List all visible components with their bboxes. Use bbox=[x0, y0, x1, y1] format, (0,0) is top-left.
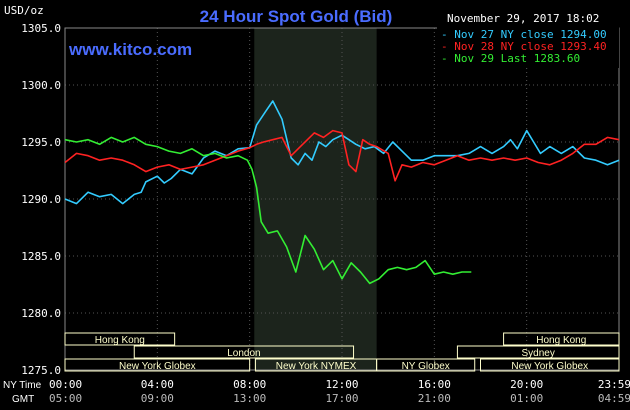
ny-time-label: NY Time bbox=[3, 380, 42, 391]
series-line bbox=[64, 129, 620, 182]
timestamp: November 29, 2017 18:02 bbox=[447, 12, 599, 25]
legend: - Nov 27 NY close 1294.00- Nov 28 NY clo… bbox=[437, 26, 619, 68]
legend-entry: - Nov 27 NY close 1294.00 bbox=[441, 28, 607, 41]
session-label: New York Globex bbox=[119, 361, 196, 372]
currency-label: USD/oz bbox=[4, 4, 44, 17]
gmt-label: GMT bbox=[12, 394, 34, 405]
y-tick-label: 1305.0 bbox=[21, 22, 61, 35]
session-label: New York NYMEX bbox=[276, 361, 357, 372]
y-tick-label: 1285.0 bbox=[21, 250, 61, 263]
x-tick-label-gmt: 13:00 bbox=[233, 392, 266, 405]
x-tick-label-gmt: 21:00 bbox=[418, 392, 451, 405]
session-label: Sydney bbox=[522, 348, 555, 359]
y-tick-label: 1275.0 bbox=[21, 364, 61, 377]
series-line bbox=[64, 136, 472, 285]
plot-area: 1275.0 1280.0 1285.0 1290.0 1295.0 1300.0 1305… bbox=[21, 22, 630, 405]
chart-title: 24 Hour Spot Gold (Bid) bbox=[200, 7, 393, 26]
x-tick-label-gmt: 04:59 bbox=[598, 392, 630, 405]
session-box bbox=[480, 358, 620, 372]
session-label: NY Globex bbox=[402, 361, 450, 372]
x-tick-label-gmt: 01:00 bbox=[510, 392, 543, 405]
legend-entry: - Nov 29 Last 1283.60 bbox=[441, 52, 580, 65]
x-tick-label-ny: 16:00 bbox=[418, 378, 451, 391]
legend-background bbox=[437, 26, 619, 68]
legend-entry: - Nov 28 NY close 1293.40 bbox=[441, 40, 607, 53]
x-tick-label-ny: 23:59 bbox=[598, 378, 630, 391]
y-tick-label: 1300.0 bbox=[21, 79, 61, 92]
website-label[interactable]: www.kitco.com bbox=[68, 40, 192, 59]
x-tick-label-gmt: 09:00 bbox=[141, 392, 174, 405]
session-box bbox=[64, 358, 251, 372]
session-label: London bbox=[227, 348, 260, 359]
session-label: Hong Kong bbox=[95, 335, 145, 346]
x-tick-label-gmt: 17:00 bbox=[325, 392, 358, 405]
x-tick-label-ny: 00:00 bbox=[49, 378, 82, 391]
y-tick-label: 1290.0 bbox=[21, 193, 61, 206]
nymex-highlight-band bbox=[254, 28, 377, 370]
session-label: New York Globex bbox=[511, 361, 588, 372]
session-box bbox=[133, 345, 355, 359]
x-tick-label-ny: 08:00 bbox=[233, 378, 266, 391]
session-box bbox=[376, 358, 476, 372]
x-tick-label-ny: 04:00 bbox=[141, 378, 174, 391]
session-box bbox=[64, 332, 176, 346]
session-box bbox=[456, 345, 620, 359]
y-tick-label: 1295.0 bbox=[21, 136, 61, 149]
session-box bbox=[503, 332, 620, 346]
session-label: Hong Kong bbox=[536, 335, 586, 346]
y-tick-label: 1280.0 bbox=[21, 307, 61, 320]
x-tick-label-gmt: 05:00 bbox=[49, 392, 82, 405]
x-tick-label-ny: 20:00 bbox=[510, 378, 543, 391]
series-line bbox=[64, 100, 620, 205]
x-tick-label-ny: 12:00 bbox=[325, 378, 358, 391]
